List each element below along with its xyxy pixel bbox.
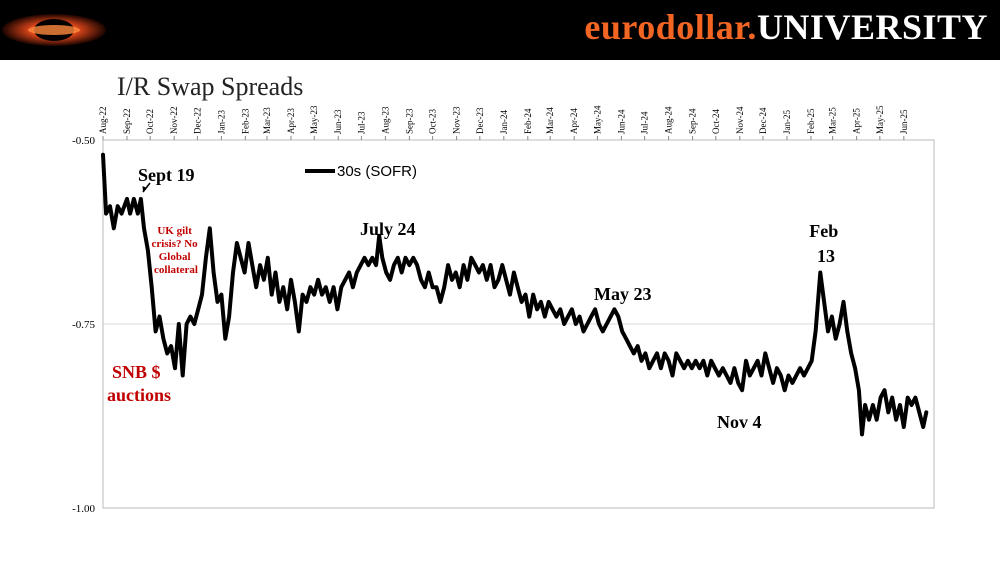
x-tick-label: Feb-24 — [523, 108, 533, 134]
legend: 30s (SOFR) — [305, 163, 417, 180]
x-tick-label: Jul-23 — [356, 111, 366, 134]
x-tick-label: Jun-23 — [333, 109, 343, 134]
x-tick-label: Jan-25 — [782, 110, 792, 134]
annotation-uk-gilt-crisis: UK gilt crisis? No Global collateral — [152, 225, 201, 276]
x-tick-label: Apr-23 — [286, 108, 296, 134]
x-tick-label: Oct-22 — [145, 109, 155, 134]
x-tick-label: Feb-23 — [240, 108, 250, 134]
x-tick-label: Jan-24 — [499, 110, 509, 134]
x-tick-label: Sep-24 — [688, 108, 698, 134]
y-tick-label: -0.75 — [72, 319, 95, 331]
x-tick-label: Oct-23 — [428, 109, 438, 134]
x-tick-label: Nov-24 — [735, 106, 745, 134]
x-tick-label: Oct-24 — [711, 109, 721, 134]
x-tick-label: Apr-24 — [569, 108, 579, 134]
x-tick-label: Jul-24 — [640, 111, 650, 134]
annotation-sept19: Sept 19 — [138, 165, 195, 185]
brand-wordmark: eurodollar.UNIVERSITY — [584, 6, 988, 48]
x-tick-label: Nov-22 — [169, 107, 179, 135]
x-tick-label: Mar-23 — [262, 107, 272, 134]
eurodollar-university-logo — [0, 0, 108, 58]
annotation-sept19-arrowhead — [142, 186, 147, 192]
x-tick-label: Sep-23 — [404, 108, 414, 134]
annotation-snb-auctions: SNB $ auctions — [107, 362, 171, 405]
annotation-nov4: Nov 4 — [717, 412, 762, 432]
x-tick-label: Nov-23 — [452, 106, 462, 134]
x-tick-label: Dec-23 — [475, 107, 485, 134]
brand-eurodollar: eurodollar. — [584, 7, 757, 47]
chart-title: I/R Swap Spreads — [117, 72, 304, 101]
legend-label: 30s (SOFR) — [337, 163, 417, 180]
brand-university: UNIVERSITY — [756, 7, 988, 47]
header-bar: eurodollar.UNIVERSITY — [0, 0, 1000, 60]
x-tick-label: Dec-22 — [192, 108, 202, 135]
y-tick-label: -0.50 — [72, 135, 95, 147]
x-tick-label: Jan-23 — [216, 110, 226, 134]
annotation-july24: July 24 — [360, 219, 416, 239]
x-tick-label: Aug-24 — [664, 106, 674, 134]
x-tick-label: May-25 — [875, 105, 885, 134]
x-tick-label: Aug-23 — [380, 106, 390, 134]
x-tick-label: Aug-22 — [98, 107, 108, 135]
x-tick-label: May-24 — [592, 105, 602, 134]
x-tick-label: Sep-22 — [122, 109, 132, 135]
annotation-may23: May 23 — [594, 284, 652, 304]
x-tick-label: Feb-25 — [806, 108, 816, 134]
plot-area-border — [102, 139, 935, 509]
annotation-feb13: Feb 13 — [809, 221, 843, 266]
x-tick-label: Jun-25 — [899, 109, 909, 134]
x-tick-label: Apr-25 — [852, 108, 862, 134]
x-tick-label: May-23 — [309, 105, 319, 134]
x-tick-label: Mar-24 — [545, 107, 555, 134]
x-tick-label: Mar-25 — [828, 107, 838, 134]
series-line-30s-sofr — [101, 152, 929, 437]
y-tick-label: -1.00 — [72, 503, 95, 515]
x-tick-label: Dec-24 — [758, 107, 768, 134]
x-tick-label: Jun-24 — [616, 109, 626, 134]
